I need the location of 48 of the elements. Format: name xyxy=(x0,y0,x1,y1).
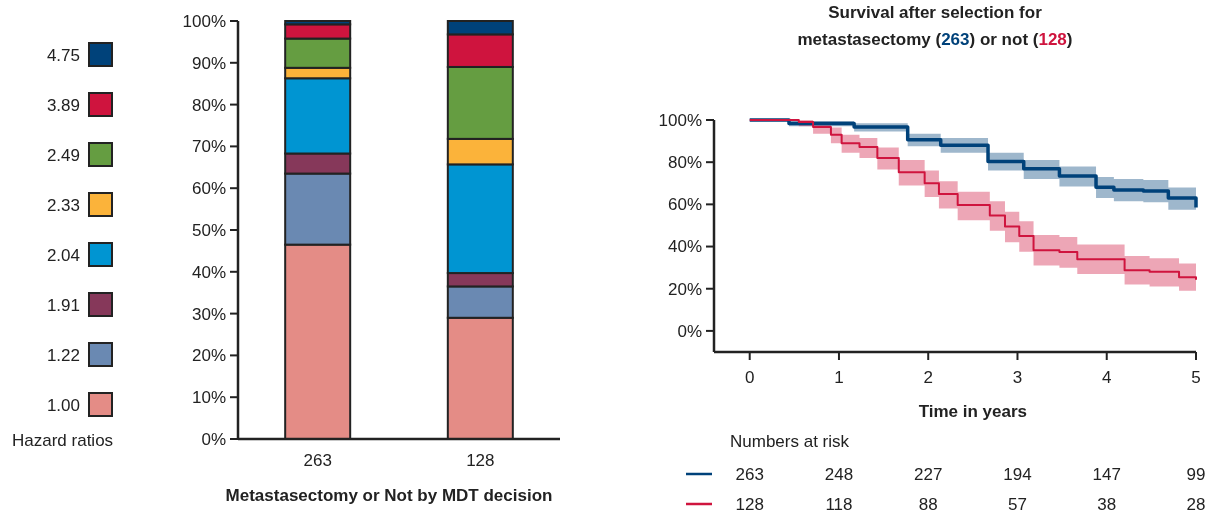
text: Numbers at risk xyxy=(730,432,850,451)
x-tick-label: 2 xyxy=(923,368,933,387)
legend-label: 4.75 xyxy=(46,45,80,65)
legend-label: 3.89 xyxy=(46,95,80,115)
legend-label: 2.33 xyxy=(46,195,80,215)
text: 147 xyxy=(1092,465,1121,484)
y-tick-label: 20% xyxy=(667,279,702,299)
y-tick-label: 40% xyxy=(667,237,702,257)
y-tick-label: 80% xyxy=(191,95,226,115)
y-tick-label: 60% xyxy=(667,195,702,215)
y-tick-label: 80% xyxy=(667,153,702,173)
y-tick-label: 10% xyxy=(191,388,226,408)
text: 28 xyxy=(1186,495,1206,513)
text: 194 xyxy=(1003,465,1032,484)
legend-title: Hazard ratios xyxy=(12,430,114,450)
legend-label: 128 xyxy=(735,495,764,513)
text: 57 xyxy=(1008,495,1027,513)
y-tick-label: 90% xyxy=(191,53,226,73)
text: 88 xyxy=(918,495,938,513)
chart-title: Survival after selection for metastasectomy (263) or not (128) xyxy=(797,3,1073,49)
x-axis-title: Time in years xyxy=(918,402,1028,421)
y-tick-label: 70% xyxy=(191,137,226,157)
text: 227 xyxy=(914,465,943,484)
legend-label: 2.04 xyxy=(46,245,80,265)
text: 248 xyxy=(824,465,854,484)
legend-label: 2.49 xyxy=(46,145,80,165)
x-tick-label: 5 xyxy=(1191,368,1201,387)
x-tick-label: 1 xyxy=(834,368,844,387)
x-axis-title: Metastasectomy or Not by MDT decision xyxy=(225,486,553,505)
legend-label: 1.00 xyxy=(46,395,80,415)
legend-label: 1.91 xyxy=(46,295,80,315)
legend-label: 263 xyxy=(735,465,764,484)
text: 38 xyxy=(1097,495,1117,513)
text: 118 xyxy=(825,495,853,513)
y-tick-label: 40% xyxy=(191,262,226,282)
y-tick-label: 50% xyxy=(191,220,226,240)
y-tick-label: 60% xyxy=(191,179,226,199)
text: 99 xyxy=(1186,465,1206,484)
y-tick-label: 0% xyxy=(677,321,702,341)
y-tick-label: 20% xyxy=(191,346,226,366)
y-tick-label: 100% xyxy=(182,11,226,31)
x-tick-label: 4 xyxy=(1102,368,1112,387)
legend-label: 1.22 xyxy=(46,345,80,365)
y-tick-label: 30% xyxy=(191,304,226,324)
y-tick-label: 0% xyxy=(201,429,226,449)
y-tick-label: 100% xyxy=(658,110,702,130)
x-tick-label: 3 xyxy=(1012,368,1023,387)
x-tick-label: 0 xyxy=(744,368,755,387)
